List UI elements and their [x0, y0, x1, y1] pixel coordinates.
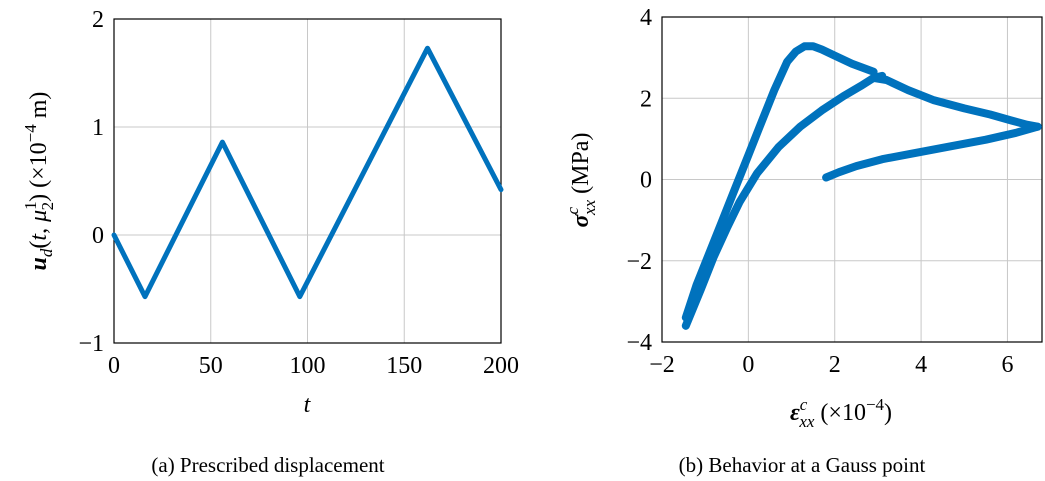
right-xtick-label: 4 [915, 352, 927, 378]
right-ytick-label: −4 [626, 330, 652, 356]
left-xlabel: t [304, 392, 312, 418]
right-ytick-label: 2 [640, 86, 652, 112]
right-series-line [681, 42, 878, 322]
left-ytick-label: 1 [92, 115, 104, 141]
left-xtick-label: 50 [199, 353, 223, 379]
left-series [111, 45, 504, 300]
right-plot-frame [661, 16, 1043, 343]
right-xtick-label: −2 [649, 352, 675, 378]
left-ytick-label: −1 [78, 331, 104, 357]
right-xtick-label: 2 [829, 352, 841, 378]
right-xlabel: εc xx (×10−4) [790, 395, 892, 431]
right-ytick-label: 4 [640, 5, 652, 31]
right-ytick-label: 0 [640, 168, 652, 194]
right-xtick-label: 0 [742, 352, 754, 378]
left-ytick-label: 2 [92, 7, 104, 33]
left-plot-frame [113, 18, 502, 344]
right-ylabel: σcxx (MPa) [563, 133, 599, 228]
right-series-line [869, 73, 1042, 131]
right-series [681, 42, 1042, 330]
left-xtick-label: 150 [386, 353, 422, 379]
left-xtick-label: 0 [108, 353, 120, 379]
left-xtick-label: 100 [290, 353, 326, 379]
right-caption: (b) Behavior at a Gauss point [679, 453, 926, 477]
left-caption: (a) Prescribed displacement [151, 453, 384, 477]
left-series-line [111, 45, 504, 300]
left-xtick-label: 200 [483, 353, 519, 379]
left-ytick-label: 0 [92, 223, 104, 249]
right-series-line [822, 122, 1042, 182]
left-grid [114, 19, 501, 343]
right-xtick-label: 6 [1001, 352, 1013, 378]
right-series-line [681, 71, 887, 330]
left-ylabel: ud(t, μ12) (×10−4 m) [21, 92, 57, 271]
right-grid [662, 17, 1042, 342]
right-ytick-label: −2 [626, 249, 652, 275]
